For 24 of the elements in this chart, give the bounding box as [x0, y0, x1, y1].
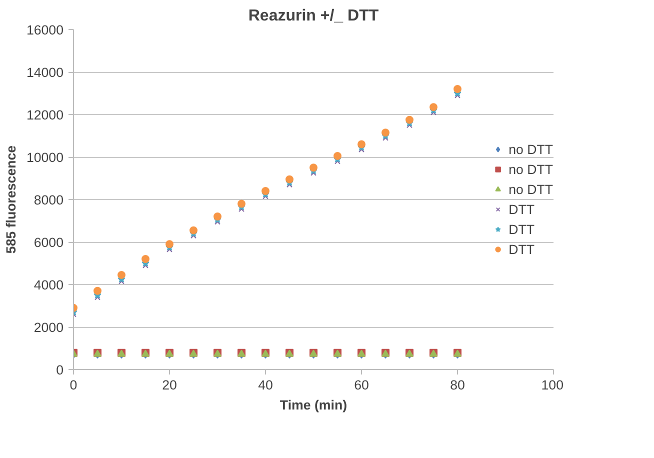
- y-tick-label: 12000: [26, 108, 64, 122]
- x-tick-label: 40: [258, 378, 273, 392]
- y-tick-label: 2000: [34, 320, 64, 335]
- x-tick-label: 60: [354, 378, 369, 392]
- x-tick-label: 100: [541, 378, 564, 392]
- x-tick-label: 80: [450, 378, 465, 392]
- y-tick-label: 4000: [34, 278, 64, 292]
- legend-label: no DTT: [508, 182, 553, 196]
- legend-label: DTT: [508, 242, 534, 256]
- y-tick-label: 6000: [34, 235, 64, 250]
- y-tick-label: 14000: [26, 65, 64, 80]
- y-tick-label: 16000: [26, 22, 64, 38]
- y-tick-label: 0: [56, 362, 64, 378]
- x-tick-label: 20: [162, 378, 177, 392]
- x-tick-label: 0: [70, 378, 78, 392]
- legend-label: no DTT: [508, 142, 553, 156]
- y-tick-label: 10000: [26, 150, 64, 165]
- legend-label: DTT: [508, 202, 534, 216]
- y-tick-label: 8000: [34, 192, 64, 208]
- legend-label: no DTT: [508, 162, 553, 176]
- legend-label: DTT: [508, 222, 534, 236]
- chart-title: Reazurin +/_ DTT: [248, 8, 379, 24]
- x-axis-title: Time (min): [280, 398, 348, 412]
- y-axis-title: 585 fluorescence: [3, 145, 18, 254]
